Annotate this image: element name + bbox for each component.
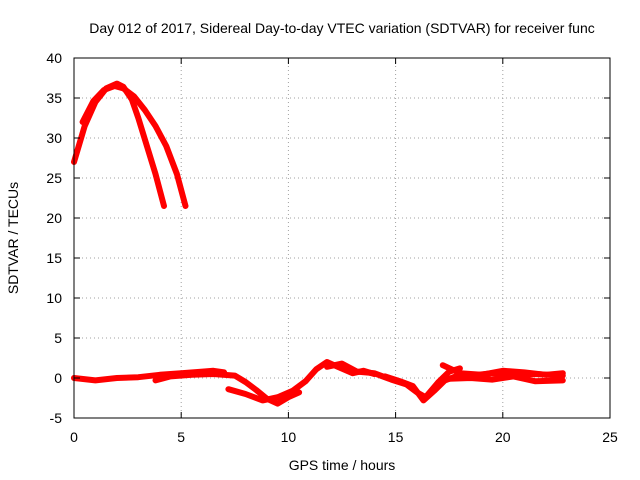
x-axis-label: GPS time / hours bbox=[289, 457, 396, 473]
grid-layer bbox=[74, 58, 610, 418]
series-arc-2 bbox=[79, 83, 189, 209]
y-tick-label: 5 bbox=[54, 330, 62, 346]
y-tick-label: 35 bbox=[46, 90, 62, 106]
series-low-arc-2 bbox=[152, 371, 303, 407]
y-tick-label: 15 bbox=[46, 250, 62, 266]
y-tick-label: 30 bbox=[46, 130, 62, 146]
y-tick-label: 0 bbox=[54, 370, 62, 386]
series-layer bbox=[71, 80, 566, 407]
plot-frame bbox=[73, 57, 611, 419]
x-tick-label: 5 bbox=[177, 429, 185, 445]
series-arc-1 bbox=[71, 80, 167, 209]
x-tick-label: 25 bbox=[602, 429, 618, 445]
x-tick-label: 10 bbox=[281, 429, 297, 445]
series-low-arc-6 bbox=[439, 362, 566, 378]
y-tick-label: 25 bbox=[46, 170, 62, 186]
series-low-arc-7 bbox=[446, 373, 566, 385]
y-tick-label: 20 bbox=[46, 210, 62, 226]
x-tick-label: 0 bbox=[70, 429, 78, 445]
chart-title: Day 012 of 2017, Sidereal Day-to-day VTE… bbox=[89, 20, 595, 36]
x-tick-label: 15 bbox=[388, 429, 404, 445]
series-low-arc-1 bbox=[71, 367, 228, 384]
y-tick-label: 10 bbox=[46, 290, 62, 306]
x-tick-label: 20 bbox=[495, 429, 511, 445]
y-tick-label: -5 bbox=[50, 410, 63, 426]
y-axis-label: SDTVAR / TECUs bbox=[5, 182, 21, 294]
tick-layer: 0 5 10 15 20 25 -5 0 5 10 15 20 25 30 35 40 bbox=[46, 50, 618, 445]
y-tick-label: 40 bbox=[46, 50, 62, 66]
